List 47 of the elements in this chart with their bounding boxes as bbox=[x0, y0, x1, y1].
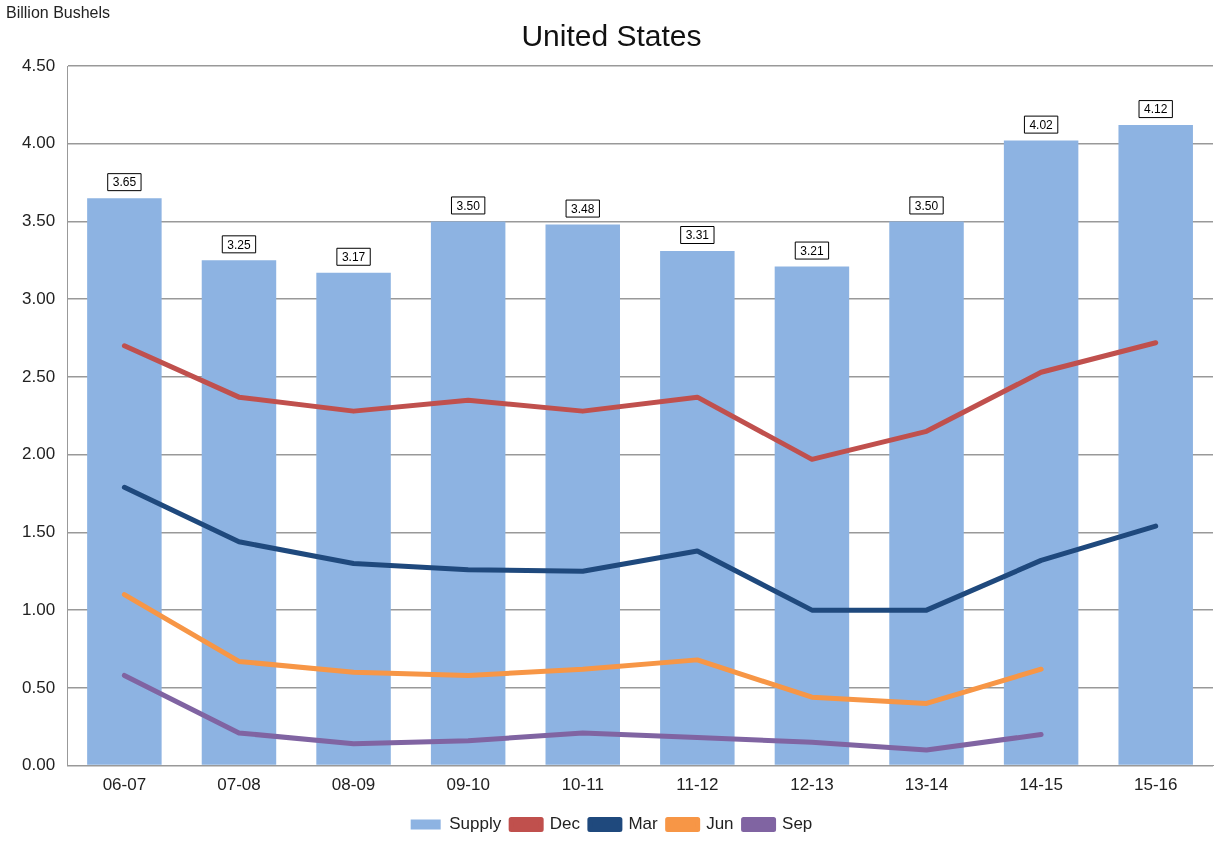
bar bbox=[430, 221, 506, 765]
legend-label: Supply bbox=[449, 814, 502, 834]
legend-label: Dec bbox=[549, 814, 581, 834]
legend-label: Mar bbox=[628, 814, 658, 834]
y-tick-label: 1.50 bbox=[21, 522, 56, 542]
x-tick-label: 14-15 bbox=[1019, 775, 1063, 795]
y-tick-label: 0.50 bbox=[21, 677, 56, 697]
y-tick-label: 3.00 bbox=[21, 288, 56, 308]
x-tick-label: 06-07 bbox=[102, 775, 147, 795]
bar bbox=[889, 221, 964, 765]
y-tick-label: 1.00 bbox=[21, 599, 56, 619]
data-label: 3.25 bbox=[227, 237, 251, 252]
x-tick-label: 13-14 bbox=[904, 775, 949, 795]
bar bbox=[1003, 140, 1079, 765]
x-tick-label: 07-08 bbox=[217, 775, 261, 795]
y-tick-label: 2.00 bbox=[21, 444, 56, 464]
data-label: 3.50 bbox=[456, 198, 481, 213]
data-label: 3.65 bbox=[112, 175, 137, 190]
y-axis-title: Billion Bushels bbox=[6, 4, 111, 22]
data-label: 4.02 bbox=[1029, 117, 1054, 132]
y-tick-label: 2.50 bbox=[21, 366, 56, 386]
y-tick-label: 4.00 bbox=[21, 133, 56, 153]
y-tick-label: 4.50 bbox=[21, 55, 56, 75]
x-tick-label: 12-13 bbox=[790, 775, 834, 795]
legend-label: Sep bbox=[782, 814, 813, 834]
x-tick-label: 08-09 bbox=[331, 775, 376, 795]
data-label: 3.21 bbox=[800, 243, 824, 258]
bar bbox=[774, 266, 850, 765]
x-tick-label: 10-11 bbox=[561, 775, 604, 795]
y-tick-label: 0.00 bbox=[21, 755, 56, 775]
x-tick-label: 09-10 bbox=[446, 775, 490, 795]
x-tick-label: 11-12 bbox=[676, 775, 719, 795]
data-label: 3.17 bbox=[341, 250, 366, 265]
bar bbox=[660, 251, 735, 765]
bar bbox=[1118, 125, 1193, 765]
data-label: 4.12 bbox=[1144, 102, 1168, 117]
data-label: 3.31 bbox=[685, 228, 710, 243]
x-tick-label: 15-16 bbox=[1133, 775, 1178, 795]
data-label: 3.50 bbox=[914, 198, 939, 213]
chart-title: United States bbox=[521, 19, 702, 53]
bar bbox=[201, 260, 277, 765]
data-label: 3.48 bbox=[571, 201, 595, 216]
y-tick-label: 3.50 bbox=[21, 211, 56, 231]
legend-label: Jun bbox=[706, 814, 734, 834]
bar bbox=[87, 198, 162, 765]
bar bbox=[316, 272, 391, 765]
bar bbox=[545, 224, 620, 765]
